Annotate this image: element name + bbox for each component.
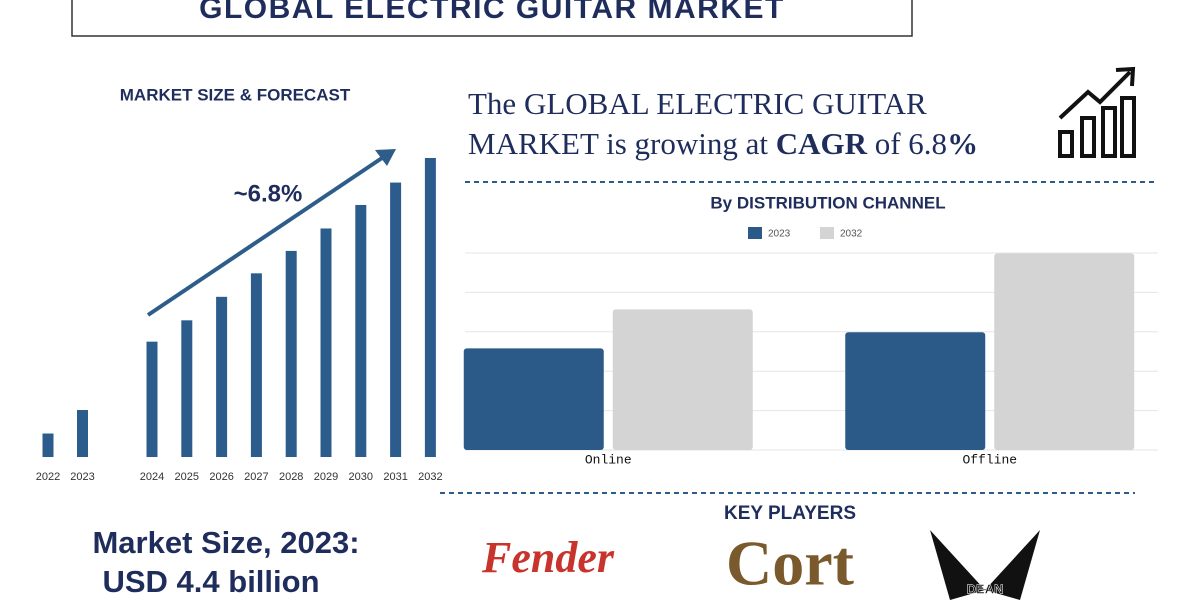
logo-cort: Cort	[726, 528, 855, 599]
distribution-chart: 2023 2032 Online Offline	[463, 227, 1158, 467]
x-tick-label: Online	[585, 452, 632, 467]
legend-swatch	[748, 227, 762, 239]
bar	[463, 348, 604, 450]
x-tick-label: 2022	[36, 471, 60, 483]
x-tick-label: 2028	[279, 471, 303, 483]
bar	[424, 158, 436, 457]
bar	[285, 250, 297, 457]
growth-arrow	[146, 154, 387, 317]
cagr-text: of 6.8	[867, 126, 947, 161]
bar	[216, 296, 228, 457]
x-tick-label: Offline	[962, 452, 1017, 467]
x-tick-label: 2031	[383, 471, 407, 483]
page-title: GLOBAL ELECTRIC GUITAR MARKET	[199, 0, 785, 25]
arrow-head	[375, 149, 396, 166]
bar	[355, 204, 367, 457]
bar	[612, 309, 753, 450]
logo-dean: DEAN	[967, 581, 1004, 596]
bar	[42, 433, 54, 457]
title-box	[71, 0, 913, 37]
legend-swatch	[820, 227, 834, 239]
bar	[845, 332, 986, 450]
x-tick-label: 2030	[349, 471, 373, 483]
market-size-line2: USD 4.4 billion	[102, 564, 319, 599]
chart-title: By DISTRIBUTION CHANNEL	[710, 193, 945, 212]
x-tick-label: 2029	[314, 471, 338, 483]
x-tick-label: 2023	[70, 471, 94, 483]
market-size-chart: 2022 2023 2024 2025 2026 2027 2028 2029 2030 2031…	[36, 158, 443, 483]
cagr-text: MARKET is growing at	[468, 126, 776, 161]
cagr-label: CAGR	[776, 126, 868, 161]
bar	[250, 273, 262, 457]
annotation: ~6.8%	[234, 180, 303, 207]
bar	[181, 320, 193, 457]
bar	[320, 228, 332, 457]
x-tick-label: 2032	[418, 471, 442, 483]
cagr-line1: The GLOBAL ELECTRIC GUITAR	[468, 86, 927, 121]
bar	[994, 253, 1135, 450]
bar	[146, 341, 158, 457]
key-players-title: KEY PLAYERS	[724, 503, 856, 524]
legend-label: 2032	[840, 229, 863, 240]
chart-title: MARKET SIZE & FORECAST	[120, 85, 351, 104]
x-tick-label: 2024	[140, 471, 164, 483]
x-tick-label: 2025	[175, 471, 199, 483]
bar	[390, 182, 402, 457]
growth-icon	[1058, 66, 1136, 158]
legend-label: 2023	[768, 229, 791, 240]
bar	[77, 410, 88, 457]
x-tick-label: 2026	[209, 471, 233, 483]
logo-dean-wings	[930, 530, 1040, 600]
x-tick-label: 2027	[244, 471, 268, 483]
cagr-unit: %	[947, 126, 978, 161]
logo-fender: Fender	[481, 533, 615, 582]
market-size-line1: Market Size, 2023:	[92, 525, 359, 560]
cagr-line2: MARKET is growing at CAGR of 6.8%	[468, 126, 978, 161]
